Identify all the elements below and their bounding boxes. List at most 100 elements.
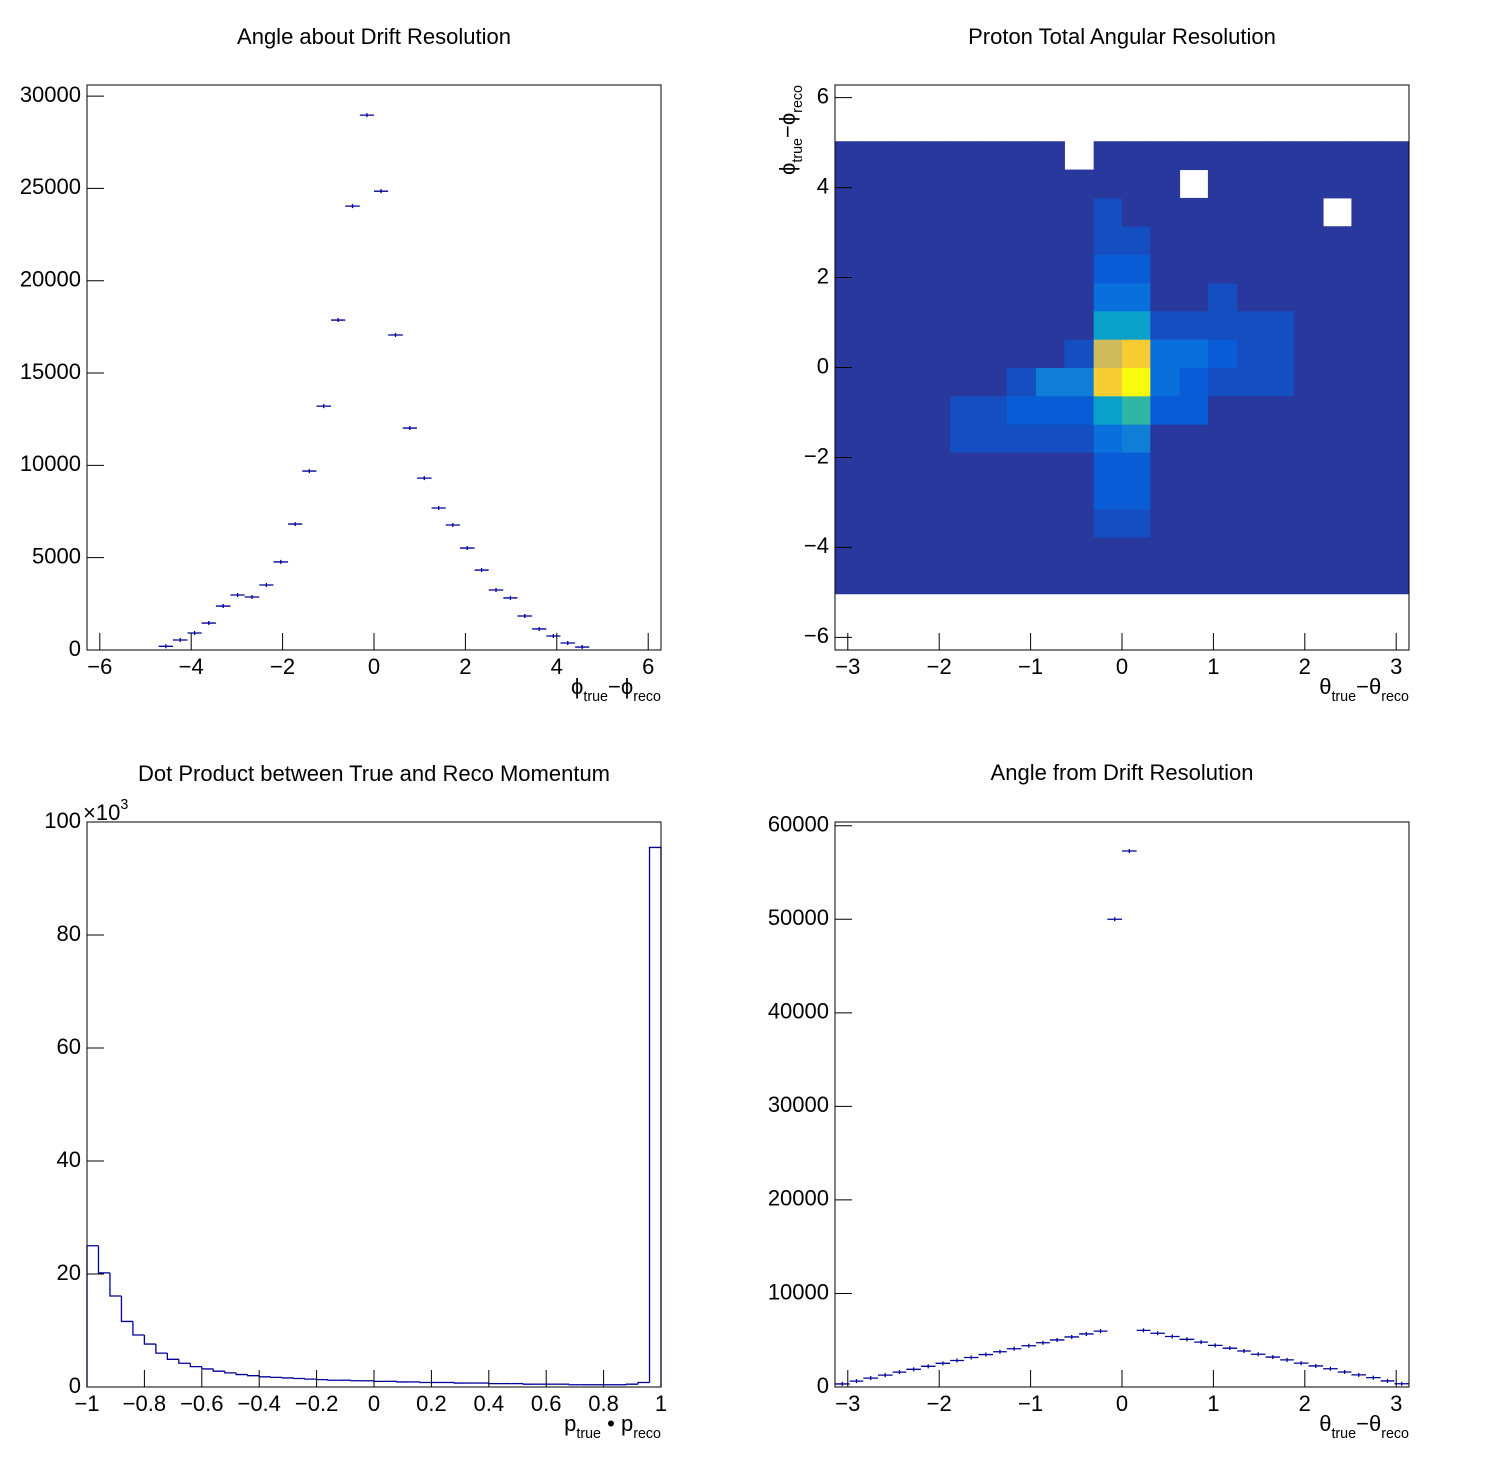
heatmap-cell [920, 282, 951, 312]
data-point [402, 426, 417, 431]
heatmap-cell [920, 395, 951, 425]
heatmap-cell [1265, 282, 1295, 312]
heatmap-cell [1237, 339, 1266, 368]
label-subscript: true [576, 1426, 601, 1442]
heatmap-cell [863, 480, 894, 510]
data-point [849, 1379, 864, 1384]
histogram-bin [625, 1383, 639, 1385]
heatmap-cell [1093, 367, 1123, 397]
heatmap-cell [1064, 254, 1095, 284]
data-point [1207, 1343, 1223, 1348]
heatmap-cell [1265, 226, 1295, 256]
x-tick-label: 1 [655, 1391, 667, 1416]
heatmap-cell [1179, 254, 1209, 284]
heatmap-cell [1265, 339, 1295, 368]
heatmap-cell [1036, 197, 1065, 227]
data-point [259, 583, 274, 588]
heatmap-cell [1351, 197, 1382, 227]
data-point [187, 631, 202, 636]
data-point [158, 644, 173, 649]
label-text: θ [1319, 1411, 1331, 1436]
heatmap-cell [1036, 395, 1065, 425]
data-point [978, 1352, 994, 1357]
heatmap-cell [1150, 282, 1181, 312]
y-tick-label: 50000 [768, 905, 829, 930]
heatmap-cell [1006, 197, 1037, 227]
heatmap-cell [1150, 197, 1181, 227]
heatmap-cell [1093, 508, 1123, 538]
y-tick-label: 0 [69, 636, 81, 661]
heatmap-cell [1351, 367, 1382, 397]
data-point [388, 333, 403, 338]
heatmap-cell [920, 565, 951, 595]
label-subscript: reco [790, 85, 806, 113]
heatmap-cell [1150, 424, 1181, 453]
data-point [532, 626, 547, 631]
heatmap-cell [1122, 537, 1151, 566]
data-point [863, 1376, 878, 1381]
heatmap-cell [1265, 197, 1295, 227]
x-tick-label: 2 [1299, 654, 1311, 679]
heatmap-cell [1351, 282, 1382, 312]
x-tick-label: −3 [835, 654, 860, 679]
histogram-bin [327, 1379, 340, 1381]
heatmap-cell [1351, 226, 1382, 256]
heatmap-cell [1380, 197, 1410, 227]
heatmap-cell [1179, 141, 1209, 171]
data-point [1380, 1378, 1395, 1383]
heatmap-cell [920, 226, 951, 256]
x-tick-label: 0 [1116, 654, 1128, 679]
heatmap-cell [1380, 480, 1410, 510]
heatmap-cell [920, 508, 951, 538]
heatmap-cell [920, 452, 951, 481]
heatmap-cell [1006, 452, 1037, 481]
x-tick-label: 1 [1207, 654, 1219, 679]
histogram-bin [109, 1272, 122, 1297]
histogram-bin [155, 1344, 168, 1354]
heatmap-cell [1150, 310, 1181, 340]
heatmap-cell [1351, 141, 1382, 171]
data-point [575, 645, 590, 650]
label-text: p [564, 1411, 576, 1436]
heatmap-cell [1380, 565, 1410, 595]
heatmap-cell [1006, 226, 1037, 256]
heatmap-cell [1207, 537, 1238, 566]
heatmap-cell [1323, 254, 1352, 284]
heatmap-cell [1237, 310, 1266, 340]
heatmap-cell [1122, 226, 1151, 256]
heatmap-cell [835, 537, 864, 566]
heatmap-cell [835, 424, 864, 453]
data-point [1107, 917, 1122, 922]
data-point [331, 318, 346, 323]
histogram-bin [396, 1381, 409, 1383]
x-tick-label: 1 [1207, 1391, 1219, 1416]
heatmap-cell [1093, 537, 1123, 566]
label-superscript: 3 [120, 797, 128, 813]
heatmap-cell [1323, 424, 1352, 453]
heatmap-cell [1150, 508, 1181, 538]
y-tick-label: 30000 [20, 82, 81, 107]
heatmap-cell [1237, 565, 1266, 595]
heatmap-cell [1293, 169, 1324, 199]
heatmap-cell [1323, 565, 1352, 595]
heatmap-cell [1207, 169, 1238, 199]
heatmap-cell [1293, 254, 1324, 284]
heatmap-cell [1207, 197, 1238, 227]
heatmap-cell [978, 452, 1008, 481]
data-point [1064, 1334, 1080, 1339]
y-tick-label: −6 [804, 623, 829, 648]
heatmap-cell [1122, 508, 1151, 538]
data-point [1150, 1331, 1165, 1336]
x-tick-label: 0.6 [531, 1391, 562, 1416]
heatmap-cell [863, 537, 894, 566]
heatmap-cell [1380, 339, 1410, 368]
heatmap-cell [1237, 226, 1266, 256]
heatmap-cell [863, 452, 894, 481]
y-tick-label: 5000 [32, 543, 81, 568]
label-text: θ [1319, 674, 1331, 699]
x-tick-label: 0.8 [588, 1391, 619, 1416]
x-tick-label: −0.4 [237, 1391, 280, 1416]
label-subscript: reco [1381, 689, 1409, 705]
label-text: −θ [1356, 1411, 1381, 1436]
data-point [963, 1355, 979, 1360]
